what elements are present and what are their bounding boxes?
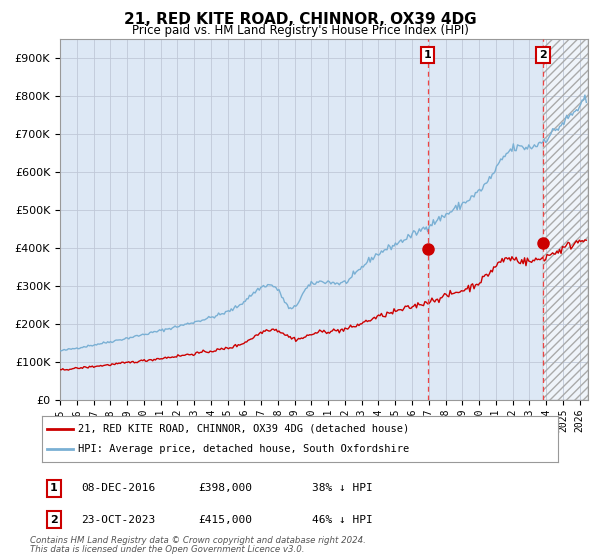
Text: HPI: Average price, detached house, South Oxfordshire: HPI: Average price, detached house, Sout…: [78, 444, 409, 454]
Text: 2: 2: [50, 515, 58, 525]
Text: 1: 1: [424, 50, 431, 60]
Text: Price paid vs. HM Land Registry's House Price Index (HPI): Price paid vs. HM Land Registry's House …: [131, 24, 469, 37]
Bar: [543, 39, 588, 400]
Text: 23-OCT-2023: 23-OCT-2023: [81, 515, 155, 525]
Text: £398,000: £398,000: [198, 483, 252, 493]
Bar: [543, 39, 588, 400]
Text: 2: 2: [539, 50, 547, 60]
Text: This data is licensed under the Open Government Licence v3.0.: This data is licensed under the Open Gov…: [30, 545, 305, 554]
Text: 46% ↓ HPI: 46% ↓ HPI: [312, 515, 373, 525]
Text: Contains HM Land Registry data © Crown copyright and database right 2024.: Contains HM Land Registry data © Crown c…: [30, 536, 366, 545]
Text: £415,000: £415,000: [198, 515, 252, 525]
Text: 21, RED KITE ROAD, CHINNOR, OX39 4DG: 21, RED KITE ROAD, CHINNOR, OX39 4DG: [124, 12, 476, 27]
Text: 21, RED KITE ROAD, CHINNOR, OX39 4DG (detached house): 21, RED KITE ROAD, CHINNOR, OX39 4DG (de…: [78, 424, 409, 434]
Text: 38% ↓ HPI: 38% ↓ HPI: [312, 483, 373, 493]
Text: 08-DEC-2016: 08-DEC-2016: [81, 483, 155, 493]
Text: 1: 1: [50, 483, 58, 493]
